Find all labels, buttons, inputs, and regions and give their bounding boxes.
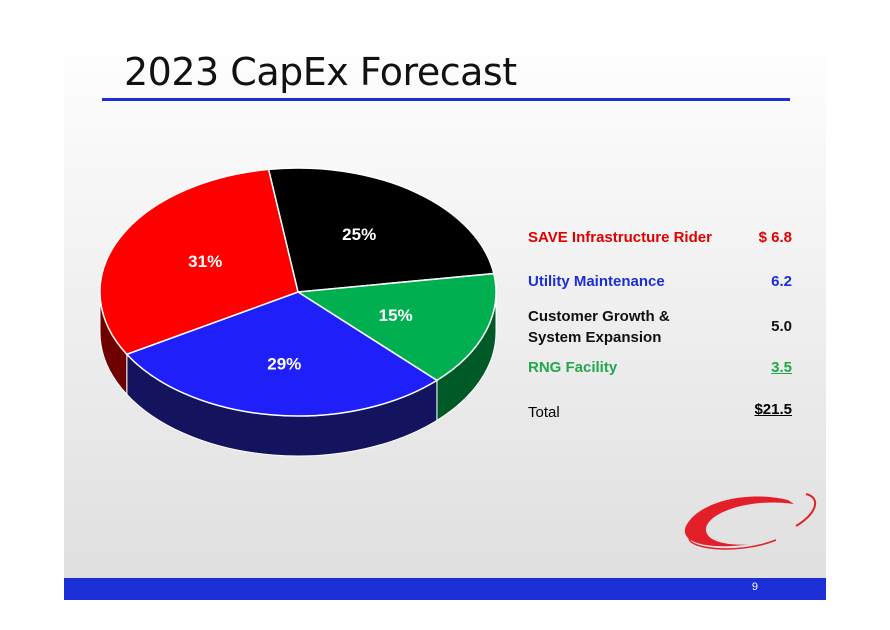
page-number: 9 <box>751 581 758 593</box>
legend-value-maintenance: 6.2 <box>771 273 792 290</box>
pie-chart: 25% 15% 29% 31% <box>99 167 497 457</box>
legend-value-save: $ 6.8 <box>758 229 792 246</box>
slide: 2023 CapEx Forecast 25% 15% 29% 31% SAVE In… <box>64 28 826 600</box>
pie-slice-2 <box>267 167 495 293</box>
pie-slice-3 <box>295 272 497 382</box>
footer-bar: 9 <box>64 578 826 600</box>
pie-slice-1 <box>125 291 439 417</box>
legend-label-maintenance: Utility Maintenance <box>528 273 665 290</box>
page-title: 2023 CapEx Forecast <box>124 50 517 94</box>
legend-value-growth: 5.0 <box>771 318 792 335</box>
legend-label-rng: RNG Facility <box>528 359 618 376</box>
legend-value-rng: 3.5 <box>771 359 792 376</box>
legend-label-total: Total <box>528 404 560 421</box>
company-logo-swoosh <box>684 493 817 550</box>
pie-label-2: 25% <box>342 225 376 244</box>
pie-label-0: 31% <box>188 252 222 271</box>
pie-slice-0 <box>99 168 299 356</box>
legend-label-growth: Customer Growth & System Expansion <box>528 308 670 346</box>
pie-label-3: 15% <box>379 306 413 325</box>
legend-table: SAVE Infrastructure Rider $ 6.8 Utility … <box>528 228 792 428</box>
legend-label-save: SAVE Infrastructure Rider <box>528 229 712 246</box>
legend-value-total: $21.5 <box>754 401 792 418</box>
pie-label-1: 29% <box>267 354 301 373</box>
title-underline <box>102 98 790 101</box>
